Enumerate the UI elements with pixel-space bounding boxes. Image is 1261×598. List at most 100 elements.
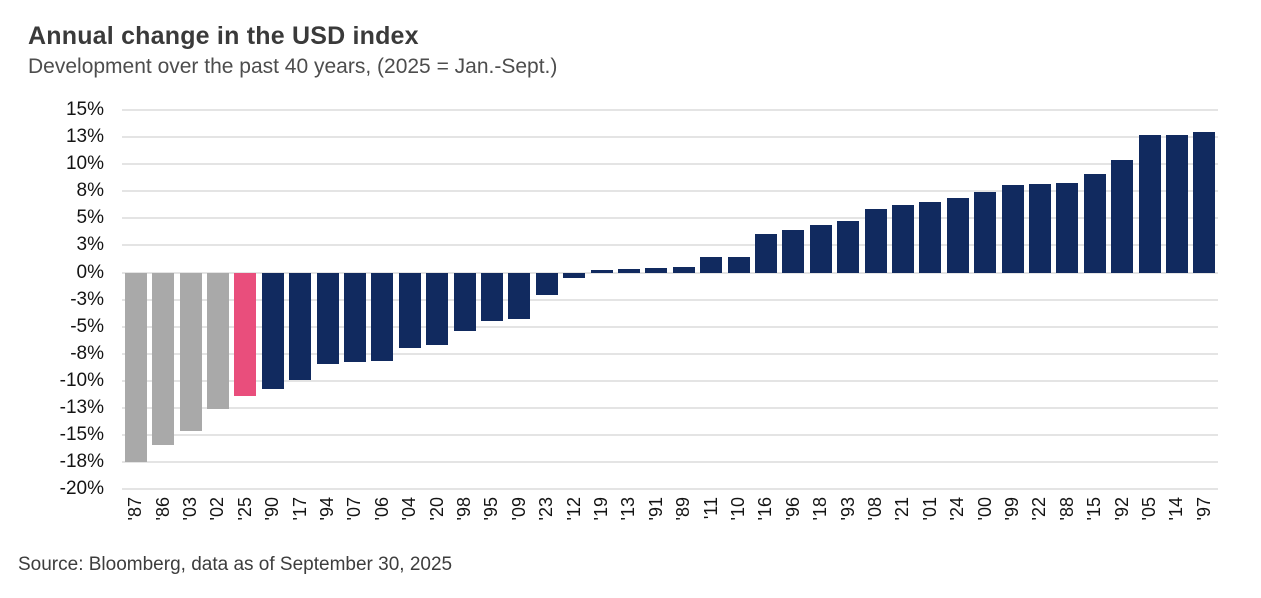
year-label: '16 <box>755 497 776 521</box>
year-label: '91 <box>645 497 666 521</box>
year-label: '06 <box>371 497 392 521</box>
gridline <box>122 488 1218 491</box>
year-label: '11 <box>700 497 721 520</box>
bar-87 <box>124 272 147 463</box>
year-label: '15 <box>1084 497 1105 521</box>
y-axis-tick-label: 3% <box>76 234 104 256</box>
bar-14 <box>1165 134 1188 273</box>
bar-22 <box>1028 183 1051 273</box>
x-axis-tick-label: '98 <box>451 497 478 549</box>
y-axis-tick-label: 0% <box>76 261 104 283</box>
year-label: '88 <box>1056 497 1077 521</box>
year-label: '94 <box>316 497 337 521</box>
x-axis-tick-label: '88 <box>1054 497 1081 549</box>
y-axis-tick-label: -18% <box>59 451 104 473</box>
bar-03 <box>179 272 202 431</box>
x-axis-tick-label: '01 <box>917 497 944 549</box>
year-label: '92 <box>1111 497 1132 521</box>
bar-15 <box>1083 173 1106 273</box>
year-label: '21 <box>892 497 913 521</box>
year-label: '24 <box>947 497 968 521</box>
x-axis-tick-label: '00 <box>971 497 998 549</box>
x-axis-tick-label: '99 <box>999 497 1026 549</box>
bar-90 <box>261 272 284 389</box>
year-label: '98 <box>453 497 474 521</box>
x-axis-tick-label: '87 <box>122 497 149 549</box>
year-label: '93 <box>837 497 858 521</box>
bar-98 <box>453 272 476 332</box>
year-label: '89 <box>673 497 694 521</box>
x-axis-tick-label: '15 <box>1081 497 1108 549</box>
y-axis-tick-label: -10% <box>59 369 104 391</box>
gridline <box>122 190 1218 193</box>
year-label: '02 <box>207 497 228 521</box>
bar-08 <box>864 208 887 273</box>
year-label: '90 <box>262 497 283 521</box>
gridline <box>122 109 1218 111</box>
bar-04 <box>398 272 421 349</box>
bar-91 <box>645 268 668 273</box>
x-axis-tick-label: '08 <box>862 497 889 549</box>
bar-25 <box>234 272 257 397</box>
bar-12 <box>563 272 586 278</box>
x-axis-tick-label: '92 <box>1108 497 1135 549</box>
bar-96 <box>782 230 805 273</box>
x-axis-tick-label: '19 <box>588 497 615 549</box>
bar-23 <box>535 272 558 296</box>
gridline <box>122 244 1218 247</box>
y-axis-tick-label: 8% <box>76 180 104 202</box>
x-axis-tick-label: '20 <box>423 497 450 549</box>
x-axis-tick-label: '18 <box>807 497 834 549</box>
year-label: '17 <box>289 497 310 521</box>
source-note: Source: Bloomberg, data as of September … <box>18 554 453 575</box>
gridline <box>122 298 1218 301</box>
x-axis-tick-label: '94 <box>314 497 341 549</box>
x-axis-tick-label: '06 <box>369 497 396 549</box>
year-label: '96 <box>782 497 803 521</box>
bar-93 <box>837 220 860 273</box>
year-label: '08 <box>864 497 885 521</box>
bar-11 <box>700 257 723 273</box>
year-label: '95 <box>481 497 502 521</box>
year-label: '09 <box>508 497 529 521</box>
x-axis-tick-label: '09 <box>506 497 533 549</box>
x-axis-tick-label: '10 <box>725 497 752 549</box>
y-axis-tick-label: 10% <box>65 153 104 175</box>
x-axis-tick-label: '02 <box>204 497 231 549</box>
bar-99 <box>1001 184 1024 273</box>
x-axis-tick-label: '91 <box>643 497 670 549</box>
year-label: '05 <box>1138 497 1159 521</box>
y-axis-tick-label: -8% <box>70 342 104 364</box>
x-axis-tick-label: '89 <box>670 497 697 549</box>
bar-01 <box>919 202 942 273</box>
chart-title: Annual change in the USD index <box>28 22 419 50</box>
gridline <box>122 271 1218 274</box>
y-axis-tick-label: 13% <box>65 126 104 148</box>
bar-17 <box>289 272 312 380</box>
y-axis-tick-label: 5% <box>76 207 104 229</box>
gridline <box>122 163 1218 166</box>
bar-24 <box>946 197 969 273</box>
bar-21 <box>891 205 914 273</box>
gridline <box>122 434 1218 437</box>
x-axis-tick-label: '14 <box>1163 497 1190 549</box>
y-axis-tick-label: -3% <box>70 288 104 310</box>
year-label: '10 <box>727 497 748 521</box>
year-label: '23 <box>536 497 557 521</box>
x-axis-tick-label: '97 <box>1191 497 1218 549</box>
bar-18 <box>809 224 832 273</box>
x-axis-tick-label: '03 <box>177 497 204 549</box>
bar-16 <box>754 233 777 273</box>
bar-06 <box>371 272 394 362</box>
bar-89 <box>672 267 695 273</box>
gridline <box>122 379 1218 382</box>
gridline <box>122 136 1218 139</box>
year-label: '22 <box>1029 497 1050 521</box>
bar-10 <box>727 257 750 273</box>
bar-88 <box>1056 182 1079 273</box>
year-label: '14 <box>1166 497 1187 521</box>
chart-subtitle: Development over the past 40 years, (202… <box>28 55 558 78</box>
x-axis-tick-label: '12 <box>560 497 587 549</box>
y-axis-tick-label: -15% <box>59 424 104 446</box>
